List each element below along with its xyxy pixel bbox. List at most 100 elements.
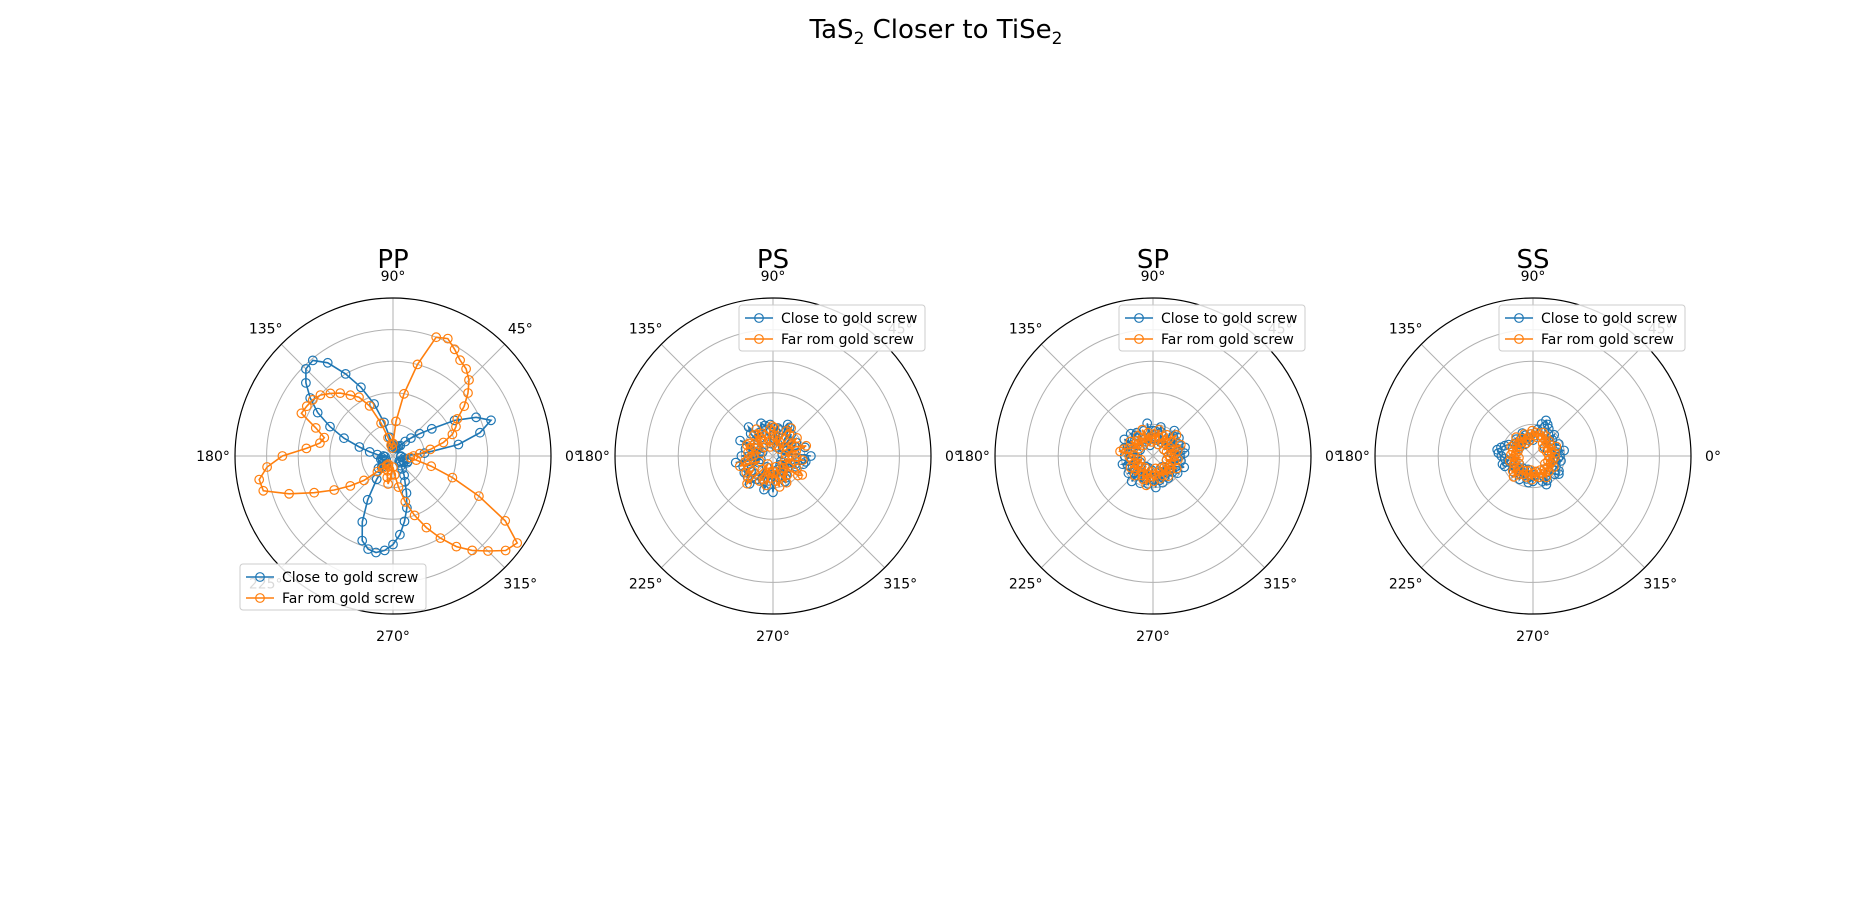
angle-tick-label: 0° <box>565 449 581 465</box>
angular-gridline <box>392 455 506 569</box>
angle-tick-label: 315° <box>1263 576 1297 592</box>
panel-title: PP <box>377 245 408 275</box>
data-point <box>406 433 416 444</box>
data-point <box>1518 469 1529 480</box>
data-point <box>1537 427 1548 438</box>
data-point <box>395 529 405 540</box>
data-point <box>500 545 511 556</box>
angle-tick-label: 225° <box>1009 576 1043 592</box>
angle-tick-label: 135° <box>629 322 663 338</box>
angle-tick-label: 315° <box>503 576 537 592</box>
figure-title: TaS2 Closer to TiSe2 <box>809 15 1063 49</box>
data-point <box>383 461 394 471</box>
legend: Close to gold screw Far rom gold screw <box>1118 304 1306 352</box>
data-point <box>399 470 410 481</box>
data-point <box>1154 467 1165 478</box>
data-point <box>307 355 318 366</box>
data-point <box>296 408 307 419</box>
data-point <box>412 359 423 370</box>
data-point <box>1143 427 1153 438</box>
angle-tick-label: 180° <box>1336 449 1370 465</box>
data-point <box>452 414 463 424</box>
data-point <box>780 455 790 465</box>
angle-tick-label: 135° <box>249 322 283 338</box>
data-point <box>1524 435 1535 446</box>
data-point <box>421 522 432 533</box>
legend-frame <box>1498 304 1686 352</box>
data-point <box>459 401 470 412</box>
angle-tick-label: 90° <box>761 269 786 285</box>
data-point <box>744 438 755 449</box>
data-point <box>806 451 816 461</box>
data-point <box>1129 443 1139 453</box>
data-point <box>1130 464 1141 475</box>
data-point <box>1146 437 1157 447</box>
data-point <box>1507 466 1518 477</box>
data-point <box>389 470 400 480</box>
data-point <box>426 461 437 472</box>
data-point <box>1493 448 1504 458</box>
data-point <box>768 466 779 477</box>
data-point <box>475 427 485 438</box>
data-point <box>301 401 312 412</box>
series-line <box>1118 429 1182 486</box>
data-point <box>735 435 745 446</box>
data-point <box>764 424 775 435</box>
data-point <box>258 485 269 496</box>
data-point <box>757 464 768 475</box>
angle-tick-label: 180° <box>956 449 990 465</box>
data-point <box>781 477 792 488</box>
legend-marker <box>1134 334 1144 344</box>
legend-label: Far rom gold screw <box>282 591 415 607</box>
data-point <box>301 443 312 454</box>
data-point <box>399 457 409 468</box>
data-point <box>426 423 437 434</box>
data-point <box>359 475 369 486</box>
angular-gridline <box>280 343 394 457</box>
angle-tick-label: 315° <box>1643 576 1677 592</box>
data-point <box>455 355 466 366</box>
data-point <box>756 418 766 429</box>
angle-tick-label: 0° <box>1705 449 1721 465</box>
series-line <box>258 336 519 552</box>
data-point <box>1538 443 1548 454</box>
legend-label: Far rom gold screw <box>1541 332 1674 348</box>
data-point <box>369 399 380 409</box>
legend-label: Close to gold screw <box>1161 311 1297 327</box>
data-point <box>396 451 406 462</box>
data-point <box>383 479 394 489</box>
data-point <box>409 510 420 521</box>
data-point <box>400 496 411 507</box>
data-point <box>1134 443 1144 454</box>
legend-marker <box>1514 313 1524 323</box>
legend-frame <box>738 304 926 352</box>
data-point <box>743 473 754 484</box>
data-point <box>325 421 335 432</box>
legend-label: Far rom gold screw <box>1161 332 1294 348</box>
data-point <box>400 476 410 487</box>
data-point <box>1155 463 1166 474</box>
angle-tick-label: 315° <box>883 576 917 592</box>
angular-gridline <box>1420 343 1534 457</box>
data-point <box>751 424 762 435</box>
data-point <box>797 470 808 480</box>
data-point <box>431 332 442 343</box>
legend-marker <box>754 334 764 344</box>
data-point <box>388 539 398 550</box>
legend: Close to gold screw Far rom gold screw <box>1498 304 1686 352</box>
data-point <box>362 494 373 505</box>
angle-tick-label: 180° <box>196 449 230 465</box>
data-point <box>467 545 478 556</box>
legend-frame <box>1118 304 1306 352</box>
data-point <box>391 416 401 427</box>
data-point <box>461 364 472 374</box>
data-point <box>1175 439 1186 450</box>
legend-label: Close to gold screw <box>781 311 917 327</box>
legend-label: Close to gold screw <box>1541 311 1677 327</box>
data-point <box>1534 472 1545 483</box>
data-point <box>1158 431 1169 442</box>
angle-tick-label: 270° <box>376 629 410 645</box>
panel-title: PS <box>757 245 789 275</box>
